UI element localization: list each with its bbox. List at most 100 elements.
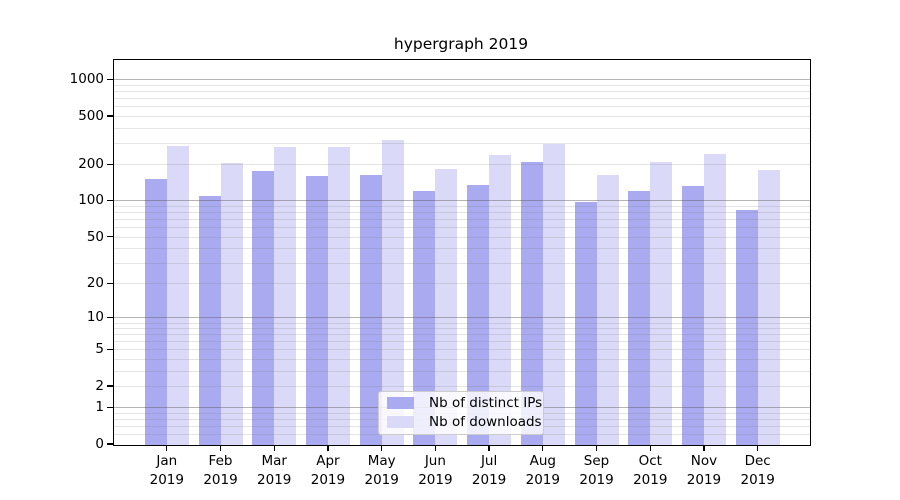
y-gridline-minor bbox=[113, 115, 810, 117]
x-tick-year: 2019 bbox=[525, 472, 560, 488]
y-gridline-minor bbox=[113, 386, 810, 388]
x-tick-year: 2019 bbox=[364, 472, 399, 488]
bar-ips-apr bbox=[305, 176, 328, 445]
y-gridline-minor bbox=[113, 85, 810, 86]
x-tick-label-jan: Jan 2019 bbox=[150, 452, 184, 491]
y-gridline-minor bbox=[113, 334, 810, 336]
y-gridline-minor bbox=[113, 91, 810, 93]
x-tick bbox=[703, 445, 705, 451]
chart-title: hypergraph 2019 bbox=[393, 35, 529, 53]
x-tick-label-dec: Dec 2019 bbox=[740, 452, 774, 491]
bar-ips-dec bbox=[735, 210, 758, 445]
x-tick bbox=[542, 445, 544, 451]
y-gridline-minor bbox=[113, 359, 810, 361]
x-tick bbox=[381, 445, 383, 451]
x-tick-label-nov: Nov 2019 bbox=[687, 452, 721, 491]
y-gridline-minor bbox=[113, 227, 810, 229]
y-tick-label: 5 bbox=[95, 341, 104, 358]
y-tick bbox=[107, 282, 113, 284]
y-gridline-minor bbox=[113, 236, 810, 238]
bar-ips-oct bbox=[628, 190, 651, 445]
bar-downloads-jul bbox=[489, 154, 512, 445]
y-tick-label: 1000 bbox=[69, 71, 104, 88]
y-gridline-minor bbox=[113, 283, 810, 285]
y-tick bbox=[107, 163, 113, 165]
x-tick bbox=[757, 445, 759, 451]
x-tick-month: Mar bbox=[261, 452, 287, 469]
legend-swatch-downloads bbox=[387, 416, 414, 429]
y-tick bbox=[107, 348, 113, 351]
x-tick-year: 2019 bbox=[633, 472, 668, 488]
y-gridline-minor bbox=[113, 219, 810, 221]
x-tick bbox=[273, 445, 275, 451]
y-gridline-minor bbox=[113, 349, 810, 351]
bar-ips-may bbox=[359, 174, 382, 445]
x-tick bbox=[595, 445, 598, 451]
y-tick-label: 50 bbox=[86, 228, 104, 245]
bar-downloads-may bbox=[381, 139, 404, 445]
y-gridline-minor bbox=[113, 164, 810, 166]
x-tick-label-mar: Mar 2019 bbox=[257, 452, 291, 491]
x-tick-month: Nov bbox=[690, 452, 718, 469]
x-tick bbox=[649, 445, 651, 451]
x-tick-label-aug: Aug 2019 bbox=[526, 452, 560, 491]
x-tick-year: 2019 bbox=[257, 472, 292, 488]
y-gridline-major bbox=[113, 200, 810, 202]
x-tick-year: 2019 bbox=[579, 472, 614, 488]
legend-label-distinct-ips: Nb of distinct IPs bbox=[429, 394, 543, 411]
x-tick-label-feb: Feb 2019 bbox=[203, 452, 237, 491]
x-tick bbox=[434, 445, 437, 451]
x-tick bbox=[327, 445, 329, 451]
y-tick-label: 0 bbox=[95, 436, 104, 452]
x-tick-label-oct: Oct 2019 bbox=[633, 452, 667, 491]
bar-downloads-mar bbox=[274, 146, 297, 445]
x-tick-month: Dec bbox=[744, 452, 771, 469]
bar-downloads-jan bbox=[166, 146, 189, 445]
x-tick-year: 2019 bbox=[418, 472, 453, 488]
x-tick-label-jul: Jul 2019 bbox=[472, 452, 506, 491]
x-tick-label-apr: Apr 2019 bbox=[311, 452, 345, 491]
bar-downloads-jun bbox=[435, 168, 458, 445]
y-tick bbox=[107, 235, 113, 238]
x-tick-month: Jan bbox=[156, 452, 178, 469]
y-tick bbox=[107, 443, 113, 445]
bar-downloads-apr bbox=[327, 147, 350, 445]
bar-ips-mar bbox=[252, 171, 275, 445]
legend-label-downloads: Nb of downloads bbox=[429, 413, 542, 430]
y-tick-label: 500 bbox=[78, 107, 104, 124]
y-gridline-minor bbox=[113, 248, 810, 250]
legend-item-downloads: Nb of downloads bbox=[387, 414, 542, 430]
x-tick-month: May bbox=[367, 452, 396, 469]
y-tick-label: 200 bbox=[78, 156, 104, 173]
bar-downloads-sep bbox=[596, 174, 619, 445]
y-gridline-minor bbox=[113, 370, 810, 372]
bar-ips-jul bbox=[467, 185, 490, 445]
x-tick-label-may: May 2019 bbox=[364, 452, 398, 491]
bar-ips-feb bbox=[198, 196, 221, 445]
y-tick bbox=[107, 199, 113, 202]
y-gridline-minor bbox=[113, 322, 810, 324]
y-gridline-minor bbox=[113, 98, 810, 100]
y-gridline-minor bbox=[113, 262, 810, 264]
bar-downloads-oct bbox=[650, 162, 673, 445]
x-tick bbox=[488, 445, 490, 451]
y-tick-label: 1 bbox=[95, 399, 104, 416]
legend: Nb of distinct IPs Nb of downloads bbox=[378, 391, 544, 435]
y-tick bbox=[107, 385, 113, 387]
x-tick-label-jun: Jun 2019 bbox=[418, 452, 452, 491]
y-gridline-minor bbox=[113, 434, 810, 436]
x-tick-year: 2019 bbox=[203, 472, 238, 488]
x-tick-month: Jul bbox=[480, 452, 498, 469]
x-tick-month: Oct bbox=[638, 452, 662, 469]
x-tick-month: Jun bbox=[424, 452, 446, 469]
legend-item-distinct-ips: Nb of distinct IPs bbox=[387, 395, 542, 411]
bar-ips-aug bbox=[520, 162, 543, 445]
y-tick-label: 20 bbox=[86, 275, 104, 292]
y-gridline-minor bbox=[113, 127, 810, 129]
y-gridline-major bbox=[113, 317, 810, 319]
bar-downloads-dec bbox=[757, 169, 780, 445]
bar-downloads-nov bbox=[703, 153, 726, 445]
x-tick-month: Apr bbox=[316, 452, 340, 469]
y-gridline-major bbox=[113, 79, 810, 81]
